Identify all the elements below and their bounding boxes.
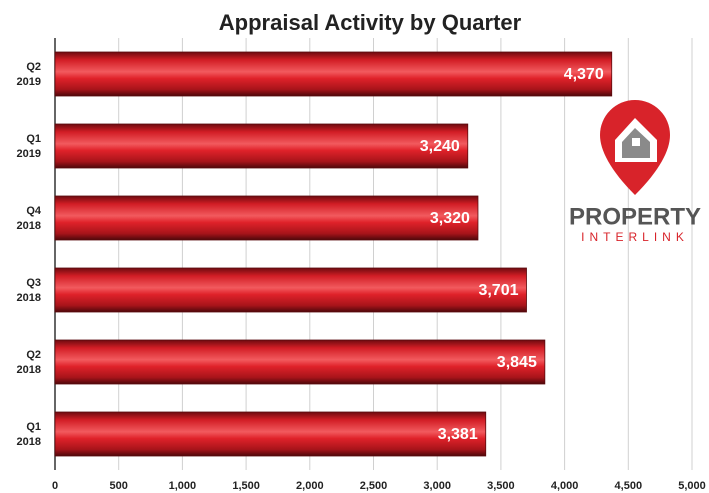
y-tick-label-line: Q3 <box>26 277 41 289</box>
y-tick-label: Q3 2018 <box>17 277 41 304</box>
x-tick-label: 3,000 <box>423 480 451 492</box>
value-label: 3,320 <box>430 210 470 227</box>
x-tick-label: 2,000 <box>296 480 324 492</box>
value-label: 3,701 <box>478 282 518 299</box>
y-tick-label-line: Q2 <box>26 61 41 73</box>
y-tick-label: Q2 2019 <box>17 61 41 88</box>
x-tick-label: 2,500 <box>360 480 388 492</box>
y-tick-label-line: 2018 <box>17 220 41 232</box>
value-label: 3,381 <box>438 426 478 443</box>
y-tick-label-line: 2019 <box>17 148 41 160</box>
value-label: 4,370 <box>564 66 604 83</box>
y-tick-label-line: Q1 <box>26 133 41 145</box>
y-tick-label: Q2 2018 <box>17 349 41 376</box>
y-tick-label-line: 2019 <box>17 76 41 88</box>
bar <box>54 123 469 169</box>
y-tick-label: Q4 2018 <box>17 205 42 232</box>
x-tick-label: 4,500 <box>615 480 643 492</box>
y-tick-label-line: 2018 <box>17 292 41 304</box>
y-tick-label-line: Q4 <box>26 205 42 217</box>
y-tick-label-line: 2018 <box>17 364 41 376</box>
logo-subtext: INTERLINK <box>581 230 689 244</box>
logo-text: PROPERTY <box>569 203 701 230</box>
y-tick-label: Q1 2018 <box>17 421 41 448</box>
x-tick-label: 5,000 <box>678 480 706 492</box>
x-tick-label: 0 <box>52 480 58 492</box>
y-tick-label-line: Q2 <box>26 349 41 361</box>
x-tick-label: 500 <box>110 480 128 492</box>
value-label: 3,240 <box>420 138 460 155</box>
y-tick-label: Q1 2019 <box>17 133 41 160</box>
x-tick-label: 4,000 <box>551 480 579 492</box>
chart-title: Appraisal Activity by Quarter <box>219 10 522 35</box>
bar <box>54 195 479 241</box>
logo: PROPERTY INTERLINK <box>569 100 701 244</box>
y-tick-label-line: Q1 <box>26 421 41 433</box>
bar <box>54 51 613 97</box>
logo-window <box>632 138 640 146</box>
x-tick-label: 3,500 <box>487 480 515 492</box>
y-tick-label-line: 2018 <box>17 436 41 448</box>
x-tick-label: 1,000 <box>169 480 197 492</box>
bar <box>54 411 487 457</box>
value-label: 3,845 <box>497 354 537 371</box>
bar <box>54 339 546 385</box>
x-tick-label: 1,500 <box>232 480 260 492</box>
bar <box>54 267 527 313</box>
